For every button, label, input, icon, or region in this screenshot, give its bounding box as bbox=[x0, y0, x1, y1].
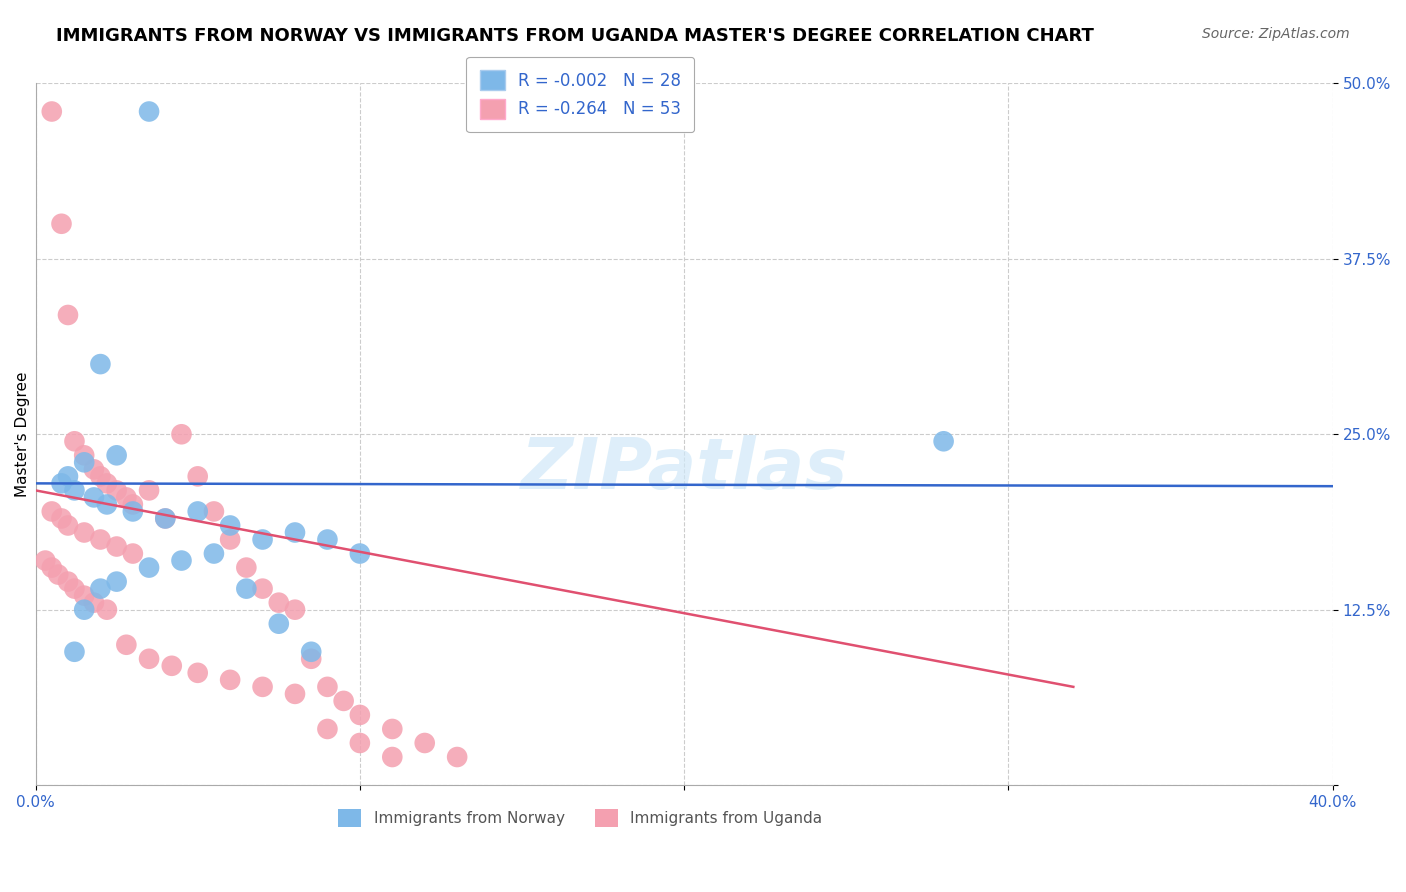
Y-axis label: Master's Degree: Master's Degree bbox=[15, 371, 30, 497]
Immigrants from Uganda bbox=[121, 547, 143, 561]
Immigrants from Uganda bbox=[170, 427, 193, 442]
Immigrants from Uganda bbox=[41, 504, 63, 518]
Immigrants from Uganda bbox=[115, 491, 138, 505]
Immigrants from Uganda bbox=[73, 448, 96, 462]
Immigrants from Uganda bbox=[235, 560, 257, 574]
Immigrants from Norway bbox=[51, 476, 73, 491]
Immigrants from Uganda bbox=[73, 589, 96, 603]
Immigrants from Uganda bbox=[63, 582, 86, 596]
Immigrants from Uganda bbox=[73, 525, 96, 540]
Text: IMMIGRANTS FROM NORWAY VS IMMIGRANTS FROM UGANDA MASTER'S DEGREE CORRELATION CHA: IMMIGRANTS FROM NORWAY VS IMMIGRANTS FRO… bbox=[56, 27, 1094, 45]
Immigrants from Uganda bbox=[284, 602, 307, 616]
Immigrants from Uganda bbox=[219, 673, 242, 687]
Immigrants from Uganda bbox=[381, 750, 404, 764]
Immigrants from Norway bbox=[187, 504, 209, 518]
Immigrants from Uganda bbox=[51, 217, 73, 231]
Immigrants from Uganda bbox=[381, 722, 404, 736]
Immigrants from Uganda bbox=[46, 567, 69, 582]
Text: ZIPatlas: ZIPatlas bbox=[520, 434, 848, 504]
Immigrants from Uganda bbox=[83, 596, 105, 610]
Immigrants from Norway bbox=[121, 504, 143, 518]
Immigrants from Uganda bbox=[34, 553, 56, 567]
Immigrants from Norway bbox=[219, 518, 242, 533]
Immigrants from Uganda bbox=[316, 680, 339, 694]
Immigrants from Uganda bbox=[96, 602, 118, 616]
Immigrants from Uganda bbox=[83, 462, 105, 476]
Immigrants from Uganda bbox=[138, 652, 160, 666]
Immigrants from Norway bbox=[316, 533, 339, 547]
Immigrants from Norway bbox=[138, 104, 160, 119]
Immigrants from Uganda bbox=[89, 469, 111, 483]
Immigrants from Uganda bbox=[219, 533, 242, 547]
Immigrants from Norway bbox=[96, 498, 118, 512]
Immigrants from Uganda bbox=[138, 483, 160, 498]
Immigrants from Uganda bbox=[413, 736, 436, 750]
Immigrants from Norway bbox=[83, 491, 105, 505]
Immigrants from Norway bbox=[89, 582, 111, 596]
Immigrants from Uganda bbox=[51, 511, 73, 525]
Immigrants from Norway bbox=[267, 616, 290, 631]
Immigrants from Uganda bbox=[105, 540, 128, 554]
Immigrants from Norway bbox=[170, 553, 193, 567]
Immigrants from Norway bbox=[349, 547, 371, 561]
Text: Source: ZipAtlas.com: Source: ZipAtlas.com bbox=[1202, 27, 1350, 41]
Immigrants from Uganda bbox=[187, 665, 209, 680]
Immigrants from Norway bbox=[284, 525, 307, 540]
Immigrants from Norway bbox=[73, 602, 96, 616]
Immigrants from Uganda bbox=[56, 518, 79, 533]
Immigrants from Uganda bbox=[160, 658, 183, 673]
Immigrants from Norway bbox=[932, 434, 955, 449]
Immigrants from Uganda bbox=[89, 533, 111, 547]
Legend: Immigrants from Norway, Immigrants from Uganda: Immigrants from Norway, Immigrants from … bbox=[332, 803, 828, 834]
Immigrants from Uganda bbox=[267, 596, 290, 610]
Immigrants from Uganda bbox=[155, 511, 177, 525]
Immigrants from Uganda bbox=[56, 308, 79, 322]
Immigrants from Norway bbox=[155, 511, 177, 525]
Immigrants from Uganda bbox=[252, 582, 274, 596]
Immigrants from Uganda bbox=[349, 736, 371, 750]
Immigrants from Norway bbox=[235, 582, 257, 596]
Immigrants from Norway bbox=[105, 574, 128, 589]
Immigrants from Uganda bbox=[332, 694, 354, 708]
Immigrants from Uganda bbox=[105, 483, 128, 498]
Immigrants from Uganda bbox=[41, 560, 63, 574]
Immigrants from Norway bbox=[56, 469, 79, 483]
Immigrants from Norway bbox=[63, 483, 86, 498]
Immigrants from Uganda bbox=[349, 707, 371, 722]
Immigrants from Uganda bbox=[96, 476, 118, 491]
Immigrants from Norway bbox=[252, 533, 274, 547]
Immigrants from Norway bbox=[73, 455, 96, 469]
Immigrants from Uganda bbox=[63, 434, 86, 449]
Immigrants from Uganda bbox=[187, 469, 209, 483]
Immigrants from Uganda bbox=[446, 750, 468, 764]
Immigrants from Norway bbox=[105, 448, 128, 462]
Immigrants from Norway bbox=[202, 547, 225, 561]
Immigrants from Uganda bbox=[41, 104, 63, 119]
Immigrants from Norway bbox=[299, 645, 322, 659]
Immigrants from Uganda bbox=[299, 652, 322, 666]
Immigrants from Uganda bbox=[115, 638, 138, 652]
Immigrants from Uganda bbox=[316, 722, 339, 736]
Immigrants from Norway bbox=[138, 560, 160, 574]
Immigrants from Norway bbox=[63, 645, 86, 659]
Immigrants from Uganda bbox=[56, 574, 79, 589]
Immigrants from Uganda bbox=[252, 680, 274, 694]
Immigrants from Uganda bbox=[202, 504, 225, 518]
Immigrants from Norway bbox=[89, 357, 111, 371]
Immigrants from Uganda bbox=[121, 498, 143, 512]
Immigrants from Uganda bbox=[284, 687, 307, 701]
